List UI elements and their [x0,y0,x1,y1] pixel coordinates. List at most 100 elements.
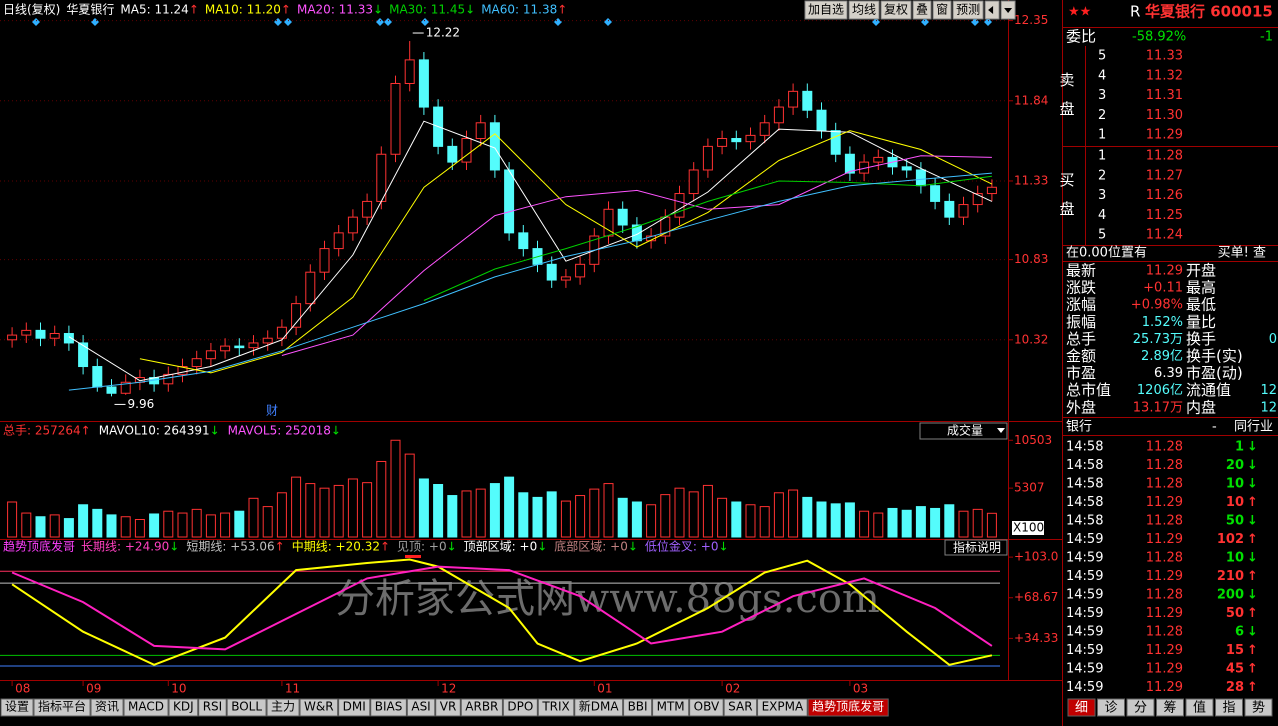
volume-bar [802,496,813,538]
volume-bar [873,512,884,538]
tick-volume: 28 [1226,680,1244,695]
candle-body [191,358,202,368]
tab-label[interactable]: ARBR [465,700,498,714]
side-tab-label: 诊 [1105,701,1118,716]
volume-bar [688,491,699,538]
volume-bar [731,501,742,538]
side-tab[interactable] [1156,698,1184,717]
side-tab[interactable] [1097,698,1125,717]
weibi-value: -58.92% [1132,30,1186,45]
tab [689,698,724,717]
tab-label[interactable]: W&R [304,700,334,714]
quote-value: 6.39 [1154,366,1183,381]
candle-body [205,350,216,360]
volume-bar [887,507,898,538]
candle-body [291,303,302,328]
annotation: 9.96 [128,397,155,411]
tab-label[interactable]: BIAS [375,700,403,714]
order-link[interactable]: 买单! 查 [1218,246,1266,261]
help-button[interactable] [944,539,1008,556]
toolbar-button[interactable]: 均线 [852,3,876,17]
tab-label[interactable]: BBI [628,700,648,714]
indicator-selector[interactable] [919,422,1008,440]
tab-label[interactable]: VR [440,700,457,714]
side-tab[interactable] [1244,698,1273,717]
volume-bar [376,460,387,538]
volume-bar [589,488,600,538]
toolbar-button[interactable]: 预测 [956,3,980,17]
volume-bar [603,483,614,538]
tab-label[interactable]: KDJ [173,700,194,714]
tab-label[interactable]: ASI [411,700,430,714]
tab-label[interactable]: 指标平台 [38,699,86,714]
tab-label[interactable]: BOLL [231,700,262,714]
side-tab[interactable] [1215,698,1243,717]
tab-label[interactable]: RSI [203,700,223,714]
line-series [68,120,993,382]
candle-body [319,248,330,273]
toolbar-button[interactable]: 窗 [936,3,948,17]
ma-label: MA20: 11.33 [297,3,373,17]
tick-time: 14:59 [1066,606,1103,621]
peer[interactable]: 同行业 [1234,420,1273,435]
ma-label: MA10: 11.20 [205,3,281,17]
tab-label[interactable]: OBV [694,700,720,714]
candle-body [248,342,259,349]
indicator-trend: ↑ [275,540,285,554]
side-tab[interactable] [1185,698,1214,717]
indicator-legend: 见顶: +0 [397,540,447,554]
volume-bar [773,492,784,538]
volume-bar [518,492,529,538]
y-tick-label: 12.35 [1014,13,1048,27]
side-tab[interactable] [1126,698,1155,717]
quote-label: 金额 [1066,347,1096,365]
tick-volume: 45 [1226,662,1244,677]
y-tick-label: 11.33 [1014,173,1048,187]
tab-label[interactable]: 主力 [271,700,295,714]
tick-price: 11.29 [1146,569,1183,584]
volume-bar [447,495,458,538]
line-series [68,172,992,391]
tab [406,698,436,717]
tab-label[interactable]: MACD [128,700,164,714]
tick-time: 14:59 [1066,532,1103,547]
book-level: 5 [1098,228,1106,243]
toolbar-box [880,0,912,20]
candle-body [830,130,841,155]
tab-label[interactable]: EXPMA [762,700,804,714]
weibi-extra: -1 [1260,30,1273,45]
tab-label[interactable]: 资讯 [95,700,119,714]
indicator-legend: 短期线: +53.06 [186,540,274,554]
candle-body [617,208,628,226]
toolbar-button[interactable]: 叠 [916,3,928,17]
x-tick-label: 08 [15,682,30,696]
toolbar-button[interactable]: 加自选 [808,3,844,17]
tab-label[interactable]: DPO [507,700,533,714]
x-tick-label: 02 [725,682,740,696]
tick-time: 14:58 [1066,458,1103,473]
unit-box [1012,521,1044,535]
tab-label[interactable]: 设置 [5,700,29,714]
tick-time: 14:58 [1066,440,1103,455]
volume-bar [134,519,145,538]
tab-label[interactable]: TRIX [541,700,569,714]
side-tab[interactable] [1067,698,1096,717]
quote-value: 1.52% [1142,315,1183,330]
side-tab-label: 筹 [1164,700,1177,716]
indicator-legend: 长期线: +24.90 [81,540,169,554]
tick-price: 11.29 [1146,662,1183,677]
toolbar-button[interactable]: 复权 [884,3,908,17]
tab-label[interactable]: 趋势顶底发哥 [812,699,884,714]
tab [299,698,339,717]
tab-label[interactable]: SAR [728,700,752,714]
tick-price: 11.28 [1146,514,1183,529]
tab-label[interactable]: DMI [343,700,366,714]
tab-label[interactable]: MTM [657,700,685,714]
tab-label[interactable]: 新DMA [579,699,620,714]
volume-bar [63,518,74,538]
tick-volume: 102 [1217,532,1244,547]
tick-time: 14:59 [1066,643,1103,658]
ma-trend: ↑ [281,3,291,17]
tick-arrow: ↓ [1247,551,1258,566]
